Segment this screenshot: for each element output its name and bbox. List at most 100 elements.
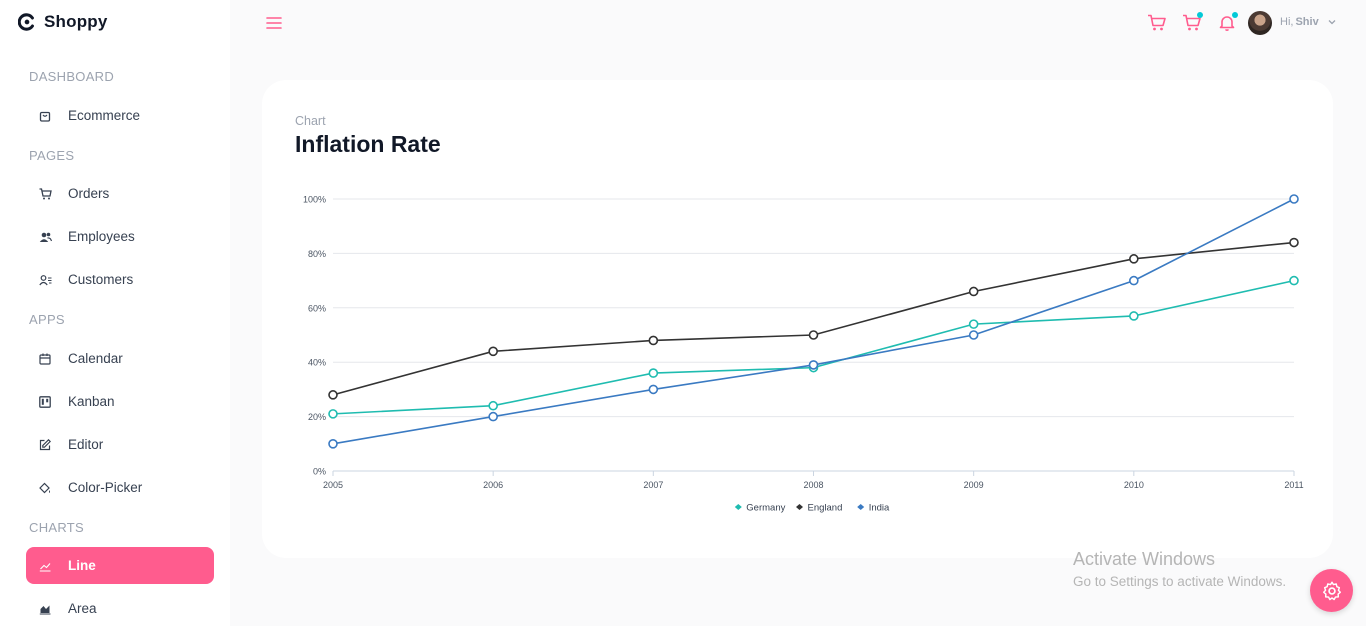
y-tick-label: 20% xyxy=(308,412,326,422)
x-tick-label: 2010 xyxy=(1124,480,1144,490)
brand[interactable]: Shoppy xyxy=(18,12,108,32)
sidebar-item-label: Calendar xyxy=(68,351,123,366)
sidebar: Shoppy DASHBOARD Ecommerce PAGES Orders … xyxy=(0,0,230,626)
legend-marker-england xyxy=(796,504,803,510)
sidebar-item-label: Area xyxy=(68,601,97,616)
data-point-india xyxy=(1129,275,1139,286)
legend-label-india: India xyxy=(869,502,890,513)
greeting-text: Hi, xyxy=(1280,16,1294,28)
notification-dot xyxy=(1197,12,1203,18)
data-point-india xyxy=(648,384,659,395)
data-point-germany xyxy=(1129,311,1139,321)
y-tick-label: 80% xyxy=(308,249,326,259)
sidebar-item-line[interactable]: Line xyxy=(26,547,214,584)
sidebar-item-kanban[interactable]: Kanban xyxy=(26,383,214,420)
sidebar-item-customers[interactable]: Customers xyxy=(26,261,214,298)
x-tick-label: 2005 xyxy=(323,480,343,490)
y-tick-label: 60% xyxy=(308,303,326,313)
legend-label-england: England xyxy=(808,502,843,513)
data-point-germany xyxy=(488,400,498,411)
gear-icon xyxy=(1322,581,1341,600)
line-chart-icon xyxy=(38,559,52,573)
section-pages: PAGES xyxy=(29,148,75,163)
data-point-india xyxy=(808,360,819,370)
area-chart-icon xyxy=(38,602,52,616)
chart-card xyxy=(262,80,1333,558)
sidebar-item-label: Ecommerce xyxy=(68,108,141,123)
data-point-germany xyxy=(328,409,338,419)
edit-icon xyxy=(38,438,52,452)
data-point-england xyxy=(1129,254,1139,264)
sidebar-item-editor[interactable]: Editor xyxy=(26,426,214,463)
page-subtitle: Chart xyxy=(295,114,326,128)
data-point-india xyxy=(328,438,338,449)
sidebar-item-label: Orders xyxy=(68,186,110,201)
sidebar-item-employees[interactable]: Employees xyxy=(26,218,214,255)
data-point-england xyxy=(488,346,498,357)
data-point-germany xyxy=(1289,275,1299,286)
users-icon xyxy=(38,230,52,244)
sidebar-item-label: Line xyxy=(68,558,96,573)
line-chart: 0% 20% 40% 60% 80% 100% 2005 2006 2007 2008 2009 20… xyxy=(303,194,1304,513)
user-greeting[interactable]: Hi, Shiv xyxy=(1280,16,1319,28)
data-point-england xyxy=(968,286,979,297)
data-point-england xyxy=(1289,237,1299,248)
data-point-india xyxy=(968,330,979,340)
sidebar-item-area[interactable]: Area xyxy=(26,590,214,626)
cart-icon xyxy=(1148,14,1166,31)
data-point-england xyxy=(328,390,338,400)
x-tick-label: 2009 xyxy=(964,480,984,490)
sidebar-item-ecommerce[interactable]: Ecommerce xyxy=(26,97,214,134)
calendar-icon xyxy=(38,352,52,366)
section-dashboard: DASHBOARD xyxy=(29,69,115,84)
page-title: Inflation Rate xyxy=(295,131,441,157)
data-point-india xyxy=(488,411,498,422)
section-apps: APPS xyxy=(29,312,65,327)
x-tick-label: 2008 xyxy=(803,480,823,490)
user-name: Shiv xyxy=(1295,16,1319,28)
user-list-icon xyxy=(38,273,52,287)
kanban-icon xyxy=(38,395,52,409)
cart-notification-icon xyxy=(1183,14,1201,31)
legend-label-germany: Germany xyxy=(746,502,785,513)
brand-name: Shoppy xyxy=(44,12,108,31)
settings-button[interactable] xyxy=(1310,569,1353,612)
y-tick-label: 100% xyxy=(303,195,326,205)
avatar[interactable] xyxy=(1248,11,1272,35)
bell-icon xyxy=(1219,16,1235,31)
watermark-line1: Activate Windows xyxy=(1073,549,1216,569)
legend-marker-germany xyxy=(734,504,742,510)
paint-bucket-icon xyxy=(38,481,52,495)
data-point-india xyxy=(1289,194,1299,204)
y-tick-label: 0% xyxy=(313,467,326,477)
data-point-germany xyxy=(648,368,659,378)
hamburger-menu-icon[interactable] xyxy=(266,16,282,30)
sidebar-item-label: Customers xyxy=(68,272,134,287)
y-tick-label: 40% xyxy=(308,358,326,368)
x-tick-label: 2011 xyxy=(1284,480,1303,490)
sidebar-item-label: Kanban xyxy=(68,394,115,409)
sidebar-item-color-picker[interactable]: Color-Picker xyxy=(26,469,214,506)
sidebar-item-calendar[interactable]: Calendar xyxy=(26,340,214,377)
watermark-line2: Go to Settings to activate Windows. xyxy=(1073,574,1287,589)
shoppy-logo-icon xyxy=(18,13,34,31)
cart-button[interactable] xyxy=(1147,14,1169,36)
notifications-button[interactable] xyxy=(1218,12,1240,36)
sidebar-item-label: Color-Picker xyxy=(68,480,143,495)
x-tick-label: 2006 xyxy=(483,480,503,490)
data-point-germany xyxy=(968,319,979,329)
notification-dot xyxy=(1232,12,1238,18)
activation-watermark: Activate Windows Go to Settings to activ… xyxy=(1073,549,1286,589)
section-charts: CHARTS xyxy=(29,520,85,535)
chevron-down-icon[interactable] xyxy=(1327,17,1337,27)
cart-icon xyxy=(38,187,52,201)
data-point-england xyxy=(808,330,819,340)
data-point-england xyxy=(648,335,659,346)
series-line-germany xyxy=(332,279,1295,415)
sidebar-item-label: Employees xyxy=(68,229,135,244)
sidebar-item-orders[interactable]: Orders xyxy=(26,175,214,212)
x-tick-label: 2007 xyxy=(643,480,663,490)
chat-button[interactable] xyxy=(1182,12,1204,36)
shopping-bag-icon xyxy=(38,109,52,123)
legend-marker-india xyxy=(857,504,865,510)
